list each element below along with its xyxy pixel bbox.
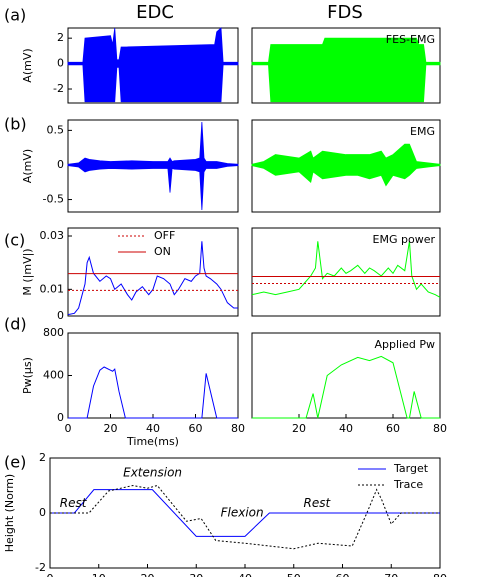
annotation: EMG power [373, 233, 436, 246]
y-tick-label: 2 [39, 451, 46, 464]
y-axis-label: A(mV) [21, 48, 34, 82]
plot-frame [251, 27, 441, 104]
legend-label: OFF [154, 229, 175, 242]
signal-band [67, 27, 239, 103]
x-tick-label: 70 [384, 572, 398, 577]
y-tick-label: 0 [39, 506, 46, 519]
panel-label: (a) [4, 6, 26, 25]
legend-label: ON [154, 245, 171, 258]
y-tick-label: 0.03 [40, 229, 65, 242]
annotation: FES-EMG [386, 33, 435, 46]
y-tick-label: 0 [57, 158, 64, 171]
annotation: Applied Pw [375, 338, 435, 351]
y-tick-label: 0.5 [47, 123, 65, 136]
y-tick-label: 0 [57, 309, 64, 322]
x-tick-label: 0 [47, 572, 54, 577]
x-axis-label: Time(ms) [126, 435, 179, 448]
y-tick-label: 0 [57, 57, 64, 70]
panel-label: (b) [4, 115, 27, 134]
line [67, 241, 238, 316]
x-tick-label: 60 [189, 422, 203, 435]
x-tick-label: 40 [146, 422, 160, 435]
signal-band [251, 143, 441, 187]
x-tick-label: 40 [339, 422, 353, 435]
x-tick-label: 30 [189, 572, 203, 577]
plot-frame [251, 227, 441, 317]
x-tick-label: 80 [231, 422, 245, 435]
x-tick-label: 80 [433, 572, 447, 577]
panel-label: (d) [4, 315, 27, 334]
annotation: Rest [304, 496, 332, 510]
column-title: FDS [327, 2, 363, 23]
y-tick-label: 2 [57, 31, 64, 44]
plot-frame [67, 227, 239, 317]
x-tick-label: 50 [287, 572, 301, 577]
annotation: Rest [60, 496, 88, 510]
x-tick-label: 20 [141, 572, 155, 577]
line [252, 355, 440, 419]
line [68, 366, 238, 419]
y-axis-label: Height (Norm) [3, 474, 16, 552]
legend-label: Target [393, 462, 429, 475]
x-tick-label: 80 [433, 422, 447, 435]
y-axis-label: Pw(µs) [21, 357, 34, 394]
y-axis-label: M (|mV|) [21, 248, 34, 295]
plot-frame [67, 332, 239, 419]
x-tick-label: 40 [238, 572, 252, 577]
line [50, 489, 440, 537]
y-axis-label: A(mV) [21, 149, 34, 183]
panel-label: (e) [4, 453, 26, 472]
y-tick-label: -2 [35, 561, 46, 574]
signal-band [67, 122, 239, 210]
panel-label: (c) [4, 231, 25, 250]
y-tick-label: 800 [43, 326, 64, 339]
column-title: EDC [136, 2, 174, 23]
x-tick-label: 60 [336, 572, 350, 577]
y-tick-label: 0.01 [40, 282, 65, 295]
y-tick-label: -2 [53, 82, 64, 95]
signal-band [251, 37, 441, 103]
line [50, 484, 440, 550]
legend-label: Trace [393, 478, 423, 491]
x-tick-label: 20 [104, 422, 118, 435]
y-tick-label: -0.5 [43, 193, 64, 206]
annotation: Extension [123, 466, 182, 480]
line [251, 241, 441, 298]
annotation: EMG [410, 125, 435, 138]
annotation: Flexion [221, 506, 264, 520]
x-tick-label: 60 [386, 422, 400, 435]
x-tick-label: 0 [65, 422, 72, 435]
y-tick-label: 0 [57, 411, 64, 424]
x-tick-label: 10 [92, 572, 106, 577]
plot-frame [67, 27, 239, 104]
x-tick-label: 20 [292, 422, 306, 435]
y-tick-label: 400 [43, 369, 64, 382]
